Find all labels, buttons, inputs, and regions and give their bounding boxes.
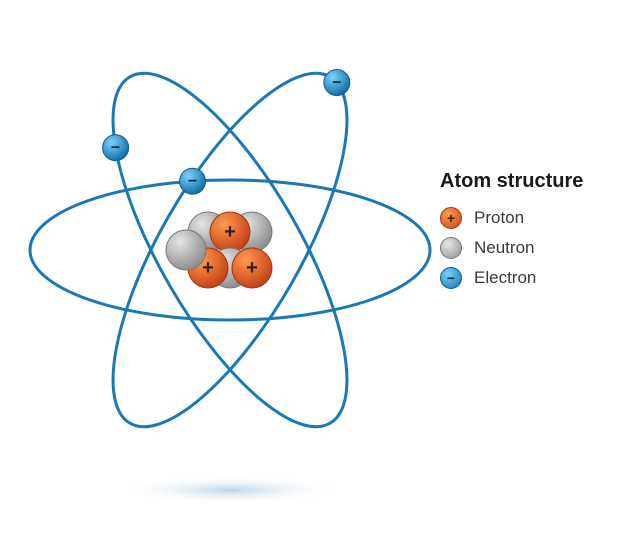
legend-item-proton: + Proton: [440, 207, 583, 229]
neutron: [166, 230, 206, 270]
electron-symbol: −: [447, 271, 455, 285]
legend-label: Neutron: [474, 238, 534, 258]
legend-item-neutron: Neutron: [440, 237, 583, 259]
legend-title: Atom structure: [440, 170, 583, 193]
legend: Atom structure + Proton Neutron − Electron: [440, 170, 583, 297]
electron-symbol: −: [188, 173, 197, 190]
electron-icon: −: [440, 267, 462, 289]
electron-symbol: −: [332, 75, 341, 92]
legend-item-electron: − Electron: [440, 267, 583, 289]
proton-symbol: +: [202, 257, 214, 279]
electron-symbol: −: [111, 140, 120, 157]
nucleus: + + +: [166, 212, 272, 288]
proton-symbol: +: [447, 211, 455, 225]
proton-icon: +: [440, 207, 462, 229]
proton-symbol: +: [246, 257, 258, 279]
shadow: [120, 476, 340, 504]
legend-label: Proton: [474, 208, 524, 228]
atom-diagram: + + + − − − Atom structure + Proton Neutron − Ele…: [0, 0, 640, 533]
neutron-icon: [440, 237, 462, 259]
legend-items: + Proton Neutron − Electron: [440, 207, 583, 289]
proton-symbol: +: [224, 221, 236, 243]
legend-label: Electron: [474, 268, 536, 288]
